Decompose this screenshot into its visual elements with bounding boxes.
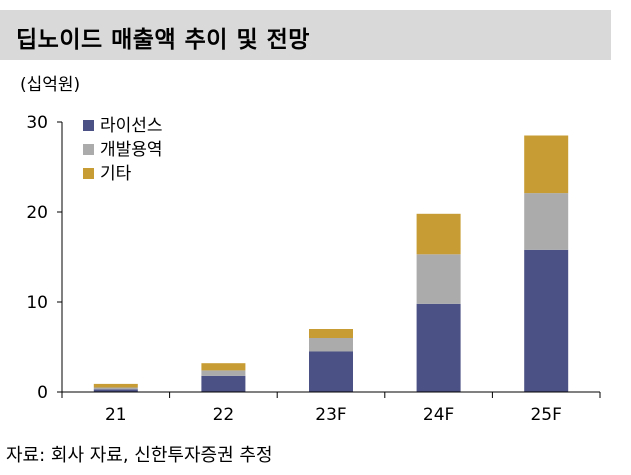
y-tick-label: 0 xyxy=(37,383,48,403)
title-bar: 딥노이드 매출액 추이 및 전망 xyxy=(0,10,611,60)
legend-label-1: 개발용역 xyxy=(100,140,163,160)
bar-25F-series-2 xyxy=(524,135,569,194)
legend-swatch-1 xyxy=(83,144,94,155)
y-tick-label: 30 xyxy=(26,113,48,133)
y-tick-label: 10 xyxy=(26,293,48,313)
bar-24F-series-0 xyxy=(416,303,461,392)
x-tick-label: 23F xyxy=(315,405,346,425)
x-tick-label: 25F xyxy=(530,405,561,425)
legend-label-0: 라이선스 xyxy=(100,116,163,136)
bar-21-series-1 xyxy=(93,387,138,390)
x-tick-label: 21 xyxy=(105,405,127,425)
page-title: 딥노이드 매출액 추이 및 전망 xyxy=(16,27,310,53)
bar-23F-series-1 xyxy=(309,338,353,352)
legend-label-2: 기타 xyxy=(100,164,132,184)
bar-22-series-1 xyxy=(201,370,246,376)
bar-25F-series-1 xyxy=(524,193,569,250)
bar-25F-series-0 xyxy=(524,249,569,392)
bar-21-series-2 xyxy=(93,383,138,388)
bar-23F-series-0 xyxy=(309,351,353,392)
bar-22-series-0 xyxy=(201,375,246,392)
legend-swatch-0 xyxy=(83,120,94,131)
y-tick-label: 20 xyxy=(26,203,48,223)
bar-22-series-2 xyxy=(201,363,246,371)
bar-21-series-0 xyxy=(93,389,138,392)
unit-label: (십억원) xyxy=(20,75,81,95)
bar-24F-series-1 xyxy=(416,254,461,304)
bar-23F-series-2 xyxy=(309,329,353,338)
source-note: 자료: 회사 자료, 신한투자증권 추정 xyxy=(6,445,273,466)
bar-24F-series-2 xyxy=(416,213,461,255)
x-tick-label: 22 xyxy=(213,405,235,425)
legend-swatch-2 xyxy=(83,168,94,179)
x-tick-label: 24F xyxy=(423,405,454,425)
